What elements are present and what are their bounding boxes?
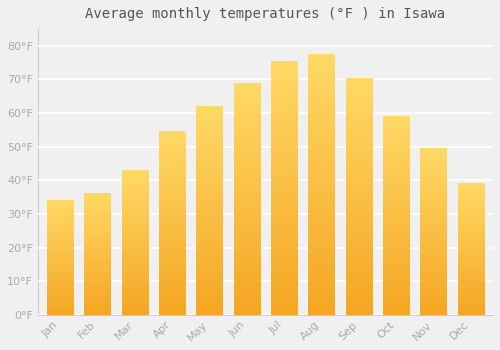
Title: Average monthly temperatures (°F ) in Isawa: Average monthly temperatures (°F ) in Is… (86, 7, 446, 21)
